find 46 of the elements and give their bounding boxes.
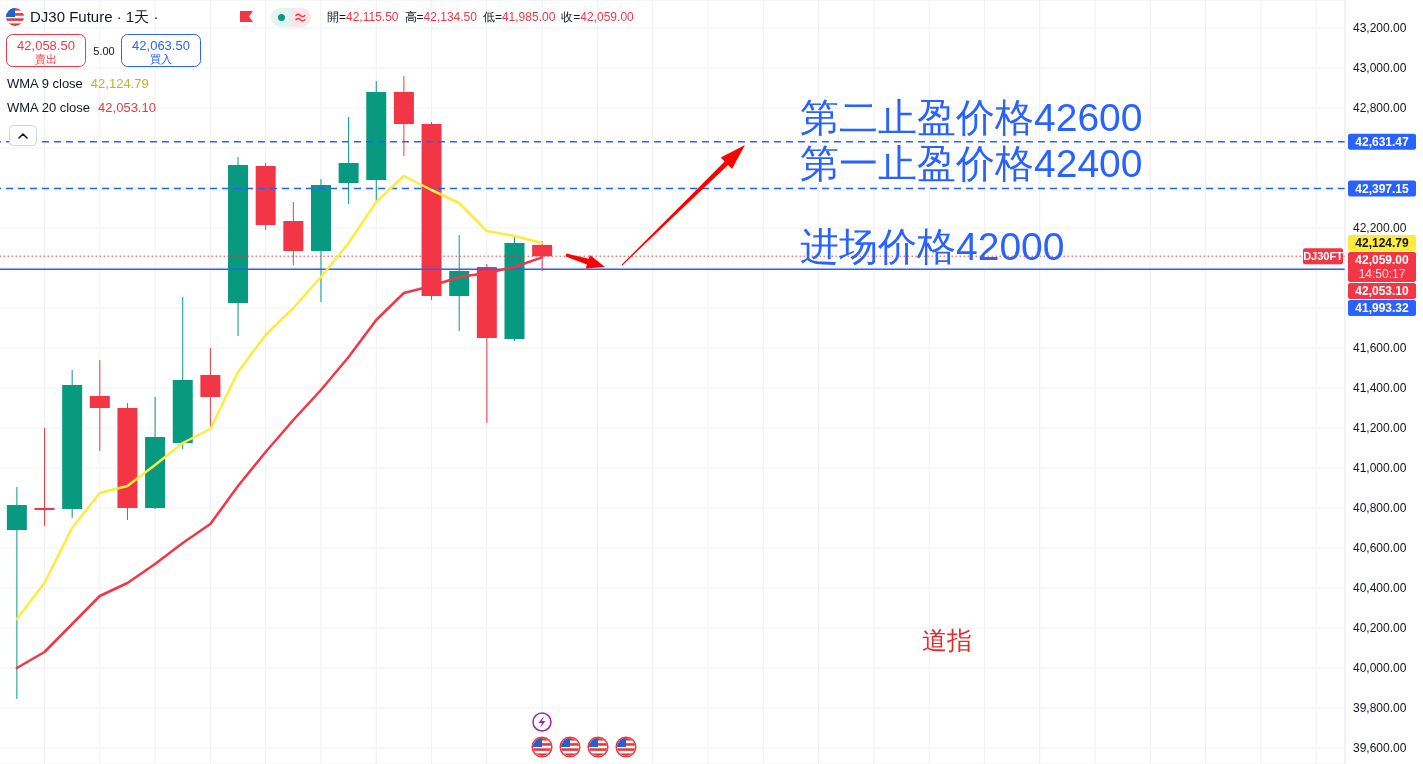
candlestick bbox=[34, 427, 55, 527]
text: 42,059.00 bbox=[1355, 253, 1410, 268]
y-tick-label: 41,400.00 bbox=[1353, 381, 1407, 396]
annotation: 42,053.10 bbox=[98, 99, 156, 117]
candlestick bbox=[338, 116, 359, 205]
annotation: 賣出 bbox=[35, 53, 57, 65]
annotation: 进场价格42000 bbox=[800, 223, 1065, 270]
y-tick-label: 42,200.00 bbox=[1353, 221, 1407, 236]
y-tick-label: 40,600.00 bbox=[1353, 541, 1407, 556]
y-tick-label: 39,800.00 bbox=[1353, 701, 1407, 716]
y-tick-label: 43,000.00 bbox=[1353, 61, 1407, 76]
annotation: 高=42,134.50 bbox=[404, 10, 477, 24]
y-tick-label: 40,800.00 bbox=[1353, 501, 1407, 516]
text: 14:50:17 bbox=[1358, 267, 1406, 282]
annotation: WMA 20 close bbox=[7, 99, 91, 117]
annotation: 42,058.50 bbox=[17, 38, 75, 53]
y-tick-label: 42,800.00 bbox=[1353, 101, 1407, 116]
ref-line-label: 41,993.32 bbox=[1355, 301, 1410, 316]
annotation: 收=42,059.00 bbox=[561, 10, 634, 24]
annotation: 開=42,115.50 bbox=[327, 10, 399, 24]
y-tick-label: 41,600.00 bbox=[1353, 341, 1407, 356]
y-tick-label: 43,200.00 bbox=[1353, 21, 1407, 36]
annotation: 42,063.50 bbox=[132, 38, 190, 53]
candlestick bbox=[89, 359, 110, 452]
annotation: 第二止盈价格42600 bbox=[800, 94, 1143, 141]
y-tick-label: 40,400.00 bbox=[1353, 581, 1407, 596]
text: DJ30 Future · 1天 · bbox=[30, 8, 159, 26]
annotation: 5.00 bbox=[93, 45, 115, 57]
ref-line-label: 42,397.15 bbox=[1355, 181, 1410, 196]
annotation: 第一止盈价格42400 bbox=[800, 140, 1143, 187]
annotation: 買入 bbox=[150, 53, 172, 65]
ref-line-label: 42,631.47 bbox=[1355, 134, 1410, 149]
annotation: 道指 bbox=[922, 626, 972, 656]
ref-line-label: DJ30FT bbox=[1303, 250, 1344, 263]
candlestick bbox=[200, 347, 221, 428]
text: 42,124.79 bbox=[1355, 236, 1410, 251]
y-tick-label: 41,000.00 bbox=[1353, 461, 1407, 476]
annotation: 低=41,985.00 bbox=[482, 10, 556, 24]
y-tick-label: 41,200.00 bbox=[1353, 421, 1407, 436]
y-tick-label: 39,600.00 bbox=[1353, 741, 1407, 756]
y-tick-label: 40,200.00 bbox=[1353, 621, 1407, 636]
text: 42,053.10 bbox=[1355, 284, 1410, 299]
annotation: 42,124.79 bbox=[90, 75, 149, 93]
annotation: WMA 9 close bbox=[7, 75, 83, 93]
candlestick bbox=[6, 486, 27, 700]
y-tick-label: 40,000.00 bbox=[1353, 661, 1407, 676]
